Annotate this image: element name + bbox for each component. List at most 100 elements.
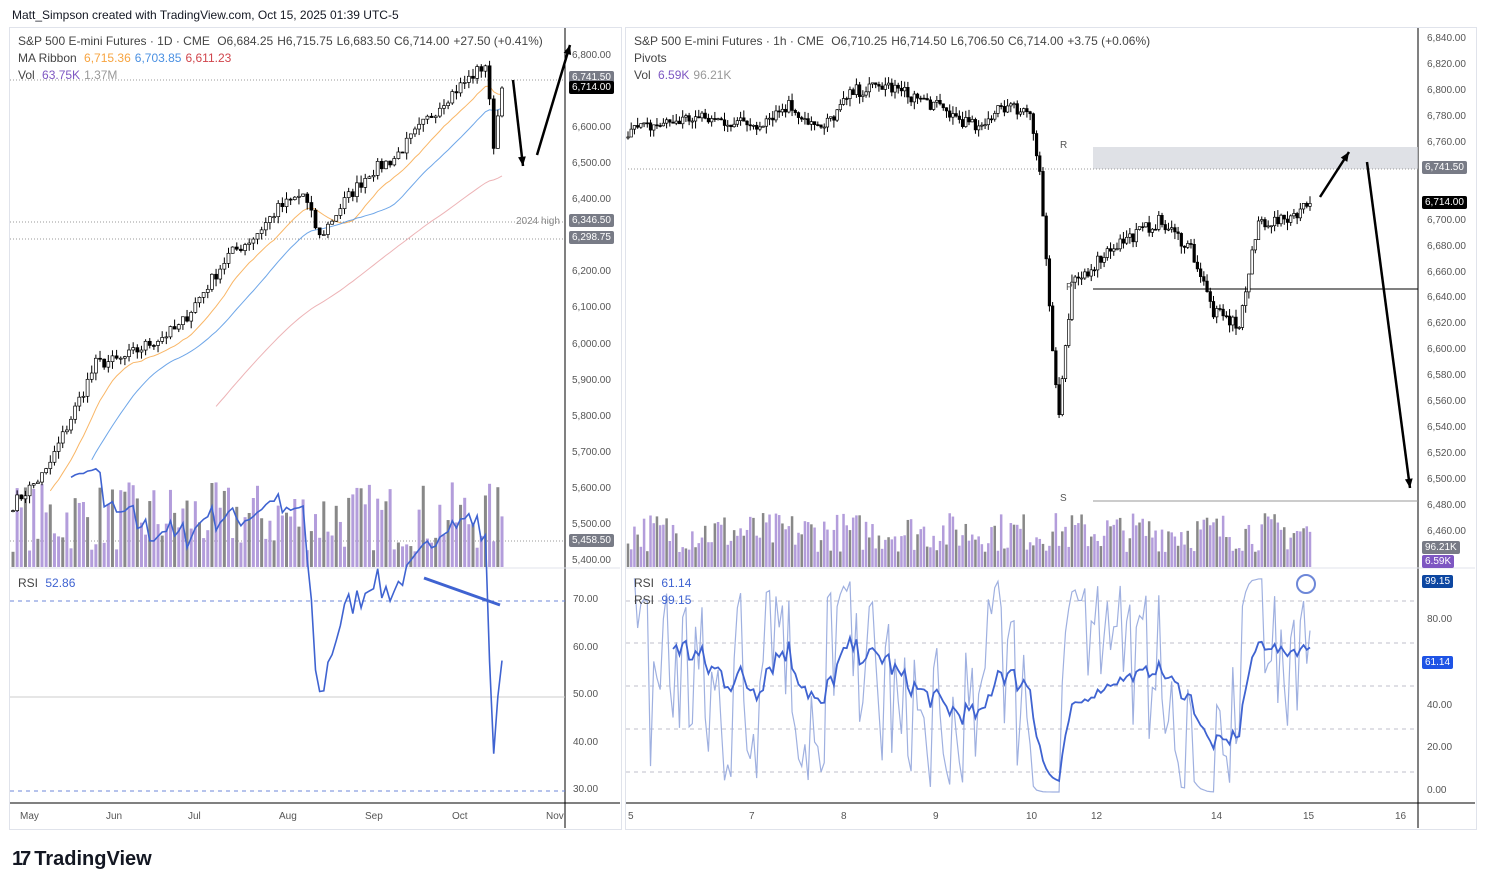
volume-bar — [658, 525, 662, 567]
volume-bar — [745, 529, 749, 567]
volume-bar — [367, 484, 371, 567]
volume-bar — [251, 498, 255, 567]
arrow-line — [511, 79, 525, 167]
volume-tag: 96.21K — [1422, 541, 1460, 554]
volume-bar — [742, 535, 746, 567]
candle — [964, 117, 968, 127]
arrow-head — [1404, 478, 1413, 488]
price-tag: 5,458.50 — [569, 533, 614, 547]
candle — [243, 244, 247, 251]
candle — [928, 99, 932, 110]
volume-bar — [355, 487, 359, 567]
volume-bar — [90, 549, 94, 567]
candle — [388, 160, 392, 166]
volume-bar — [1205, 517, 1209, 567]
volume-bar — [777, 515, 781, 567]
volume-bar — [396, 542, 400, 567]
symbol-title[interactable]: S&P 500 E-mini Futures · 1D · CME — [18, 34, 210, 48]
volume-bar — [434, 537, 438, 567]
pivot-letter: P — [1066, 282, 1073, 293]
candle — [181, 316, 185, 325]
candle — [1285, 218, 1290, 223]
volume-bar — [131, 485, 135, 567]
volume-bar — [409, 546, 413, 567]
candle — [954, 113, 958, 117]
time-tick: Jun — [106, 811, 123, 822]
candle — [259, 229, 264, 234]
tradingview-logo[interactable]: 17 TradingView — [12, 848, 152, 871]
candle — [425, 115, 430, 120]
candle — [40, 472, 44, 483]
volume-bar — [1061, 531, 1064, 567]
change: +3.75 (+0.06%) — [1067, 34, 1151, 48]
candle — [127, 349, 131, 357]
volume-bar — [629, 549, 633, 567]
candle — [658, 125, 662, 127]
rsi-line — [672, 634, 1311, 783]
candle — [1176, 231, 1180, 234]
vol-value: 63.75K — [42, 68, 81, 82]
volume-bar — [1299, 531, 1302, 567]
candle — [713, 118, 717, 120]
volume-bar — [797, 532, 800, 567]
volume-bar — [359, 488, 363, 567]
candle — [189, 312, 194, 322]
time-tick: Oct — [452, 811, 468, 822]
candle — [152, 345, 156, 347]
resistance-zone — [1093, 147, 1418, 169]
hourly-chart-panel[interactable] — [625, 27, 1477, 830]
volume-bar — [1215, 518, 1218, 567]
price-tag: 6,741.50 — [1422, 160, 1467, 174]
candle — [19, 494, 24, 500]
candle — [867, 83, 871, 93]
volume-bar — [401, 546, 405, 567]
volume-bar — [913, 549, 916, 567]
candle — [185, 316, 189, 322]
rsi-label[interactable]: RSI — [634, 576, 655, 590]
candle — [466, 75, 471, 83]
price-tick: 6,500.00 — [572, 158, 611, 170]
vol-label[interactable]: Vol — [634, 68, 651, 82]
moving-average-line — [49, 85, 503, 492]
volume-bar — [106, 503, 110, 567]
hourly-rsi-legend: RSI 61.14 RSI 99.15 — [634, 575, 695, 609]
volume-bar — [164, 523, 168, 567]
rsi2-label[interactable]: RSI — [634, 593, 655, 607]
volume-bar — [716, 521, 720, 567]
ma-ribbon-label[interactable]: MA Ribbon — [18, 51, 77, 65]
volume-bar — [1077, 523, 1080, 567]
daily-chart-panel[interactable] — [9, 27, 622, 830]
volume-bar — [334, 505, 338, 567]
candle — [729, 124, 733, 128]
volume-bar — [839, 551, 842, 567]
symbol-title[interactable]: S&P 500 E-mini Futures · 1h · CME — [634, 34, 824, 48]
volume-bar — [123, 491, 127, 567]
candle — [1305, 203, 1309, 207]
rsi-label[interactable]: RSI — [18, 576, 39, 590]
candle — [668, 119, 672, 123]
volume-bar — [144, 534, 148, 567]
rsi-line — [70, 467, 503, 754]
candle — [986, 118, 990, 126]
candle — [218, 268, 223, 280]
candle — [745, 120, 749, 126]
price-tag: 6,714.00 — [1422, 196, 1467, 210]
vol-label[interactable]: Vol — [18, 68, 35, 82]
volume-bar — [1286, 549, 1289, 567]
time-tick: 8 — [841, 811, 847, 822]
candle — [742, 117, 746, 122]
volume-bar — [922, 526, 926, 567]
volume-bar — [1186, 530, 1190, 567]
candle — [809, 121, 813, 125]
volume-bar — [318, 537, 322, 567]
price-tick: 6,200.00 — [572, 266, 611, 278]
volume-bar — [94, 544, 98, 567]
candle — [479, 66, 484, 72]
candle — [317, 227, 322, 236]
volume-bar — [160, 535, 164, 567]
volume-bar — [1093, 534, 1096, 567]
candle — [60, 431, 65, 444]
candle — [110, 355, 115, 362]
pivots-label[interactable]: Pivots — [634, 51, 667, 65]
